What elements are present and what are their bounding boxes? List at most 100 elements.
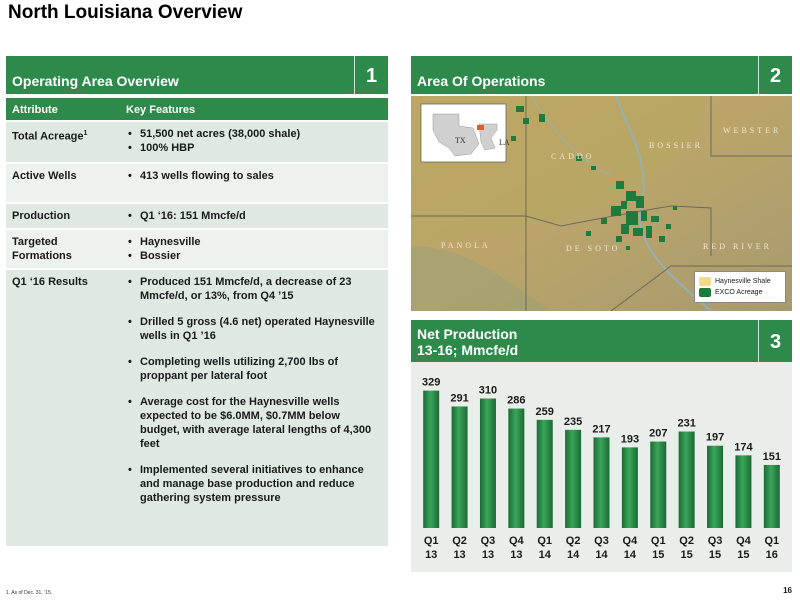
x-tick-label: Q3 (708, 535, 723, 547)
data-label: 151 (763, 451, 781, 463)
feature-item: Produced 151 Mmcfe/d, a decrease of 23 M… (126, 275, 382, 303)
data-label: 207 (649, 428, 667, 440)
feature-item: Q1 ‘16: 151 Mmcfe/d (126, 209, 382, 223)
x-tick-label: 13 (453, 549, 465, 561)
bar-q4-14 (621, 447, 638, 528)
map-label-la: LA (499, 138, 510, 147)
haynesville-swatch-icon (699, 277, 711, 286)
row-features: Q1 ‘16: 151 Mmcfe/d (120, 204, 388, 228)
row-features: Haynesville Bossier (120, 230, 388, 268)
row-attribute: Active Wells (12, 170, 77, 182)
row-attribute: Total Acreage1 (6, 122, 120, 162)
net-production-title-line1: Net Production (417, 326, 518, 342)
bar-q3-14 (593, 437, 610, 528)
data-label: 310 (479, 385, 497, 397)
exco-acreage-swatch-icon (699, 288, 711, 297)
area-map: TX LA CADDO BOSSIER WEBSTER PANOLA DE SO… (411, 96, 792, 311)
x-tick-label: Q1 (651, 535, 666, 547)
bar-q3-13 (479, 398, 496, 528)
row-features: 413 wells flowing to sales (120, 164, 388, 202)
x-tick-label: Q1 (424, 535, 439, 547)
table-row: Targeted Formations Haynesville Bossier (6, 230, 388, 268)
x-tick-label: Q1 (537, 535, 552, 547)
x-tick-label: 14 (624, 549, 637, 561)
net-production-header: Net Production 13-16; Mmcfe/d 3 (411, 320, 792, 362)
data-label: 197 (706, 432, 724, 444)
operating-area-table: Attribute Key Features Total Acreage1 51… (6, 98, 388, 548)
x-tick-label: Q4 (509, 535, 525, 547)
bar-q3-15 (707, 445, 724, 528)
data-label: 329 (422, 377, 440, 389)
x-tick-label: 13 (510, 549, 522, 561)
data-label: 193 (621, 433, 639, 445)
map-label-webster: WEBSTER (723, 126, 782, 135)
legend-item: EXCO Acreage (699, 288, 781, 297)
table-row: Active Wells 413 wells flowing to sales (6, 164, 388, 202)
panel-number-1: 1 (354, 56, 388, 94)
map-legend: Haynesville Shale EXCO Acreage (694, 271, 786, 303)
x-tick-label: 15 (652, 549, 664, 561)
feature-item: 413 wells flowing to sales (126, 169, 382, 183)
row-attribute: Targeted Formations (12, 236, 72, 262)
table-header-row: Attribute Key Features (6, 98, 388, 120)
x-tick-label: 16 (766, 549, 778, 561)
bar-q1-15 (650, 441, 667, 528)
data-label: 174 (734, 441, 753, 453)
net-production-title: Net Production 13-16; Mmcfe/d (417, 326, 518, 358)
x-tick-label: Q3 (594, 535, 609, 547)
feature-item: Implemented several initiatives to enhan… (126, 463, 382, 505)
x-tick-label: 14 (595, 549, 608, 561)
x-tick-label: 13 (482, 549, 494, 561)
footnote: 1. As of Dec. 31, ’15. (6, 590, 53, 596)
table-row: Q1 ‘16 Results Produced 151 Mmcfe/d, a d… (6, 270, 388, 546)
bar-q1-16 (763, 464, 780, 528)
attribute-label: Total Acreage (12, 130, 84, 143)
bar-q4-15 (735, 455, 752, 528)
page-title: North Louisiana Overview (8, 2, 243, 23)
map-label-panola: PANOLA (441, 241, 491, 250)
data-label: 217 (592, 423, 610, 435)
table-row: Production Q1 ‘16: 151 Mmcfe/d (6, 204, 388, 228)
panel-number-3: 3 (758, 320, 792, 362)
x-tick-label: Q2 (566, 535, 581, 547)
bar-q4-13 (508, 408, 525, 528)
x-tick-label: 14 (567, 549, 580, 561)
feature-item: Average cost for the Haynesville wells e… (126, 395, 382, 451)
map-label-red-river: RED RIVER (703, 242, 772, 251)
net-production-chart-svg: 329 Q1 13 291 Q2 13 310 Q3 13 286 Q4 13 259 Q1 14 235 Q2… (422, 377, 781, 561)
row-attribute: Production (12, 210, 71, 222)
x-tick-label: 14 (539, 549, 552, 561)
legend-item: Haynesville Shale (699, 277, 781, 286)
map-label-desoto: DE SOTO (566, 244, 621, 253)
bar-q2-13 (451, 406, 468, 528)
map-label-bossier: BOSSIER (649, 141, 703, 150)
x-tick-label: 15 (681, 549, 693, 561)
feature-item: 100% HBP (126, 141, 382, 155)
bar-q1-14 (536, 419, 553, 528)
net-production-title-line2: 13-16; Mmcfe/d (417, 342, 519, 358)
x-tick-label: Q2 (452, 535, 467, 547)
feature-item: Drilled 5 gross (4.6 net) operated Hayne… (126, 315, 382, 343)
x-tick-label: 15 (737, 549, 749, 561)
map-label-caddo: CADDO (551, 152, 595, 161)
panel-number-2: 2 (758, 56, 792, 94)
data-label: 235 (564, 416, 582, 428)
bar-q1-13 (423, 390, 440, 528)
x-tick-label: Q1 (764, 535, 779, 547)
page-number: 16 (783, 586, 792, 595)
data-label: 291 (450, 392, 468, 404)
map-label-tx: TX (455, 136, 466, 145)
area-of-operations-title: Area Of Operations (417, 73, 546, 89)
table-row: Total Acreage1 51,500 net acres (38,000 … (6, 122, 388, 162)
map-graphic (411, 96, 792, 311)
row-features: Produced 151 Mmcfe/d, a decrease of 23 M… (120, 270, 388, 546)
feature-item: 51,500 net acres (38,000 shale) (126, 127, 382, 141)
bar-q2-14 (565, 429, 582, 528)
legend-label: Haynesville Shale (715, 278, 771, 285)
x-tick-label: Q3 (481, 535, 496, 547)
row-features: 51,500 net acres (38,000 shale) 100% HBP (120, 122, 388, 162)
legend-label: EXCO Acreage (715, 289, 763, 296)
bar-q2-15 (678, 431, 695, 528)
area-of-operations-header: Area Of Operations 2 (411, 56, 792, 94)
features-column-header: Key Features (126, 104, 196, 116)
